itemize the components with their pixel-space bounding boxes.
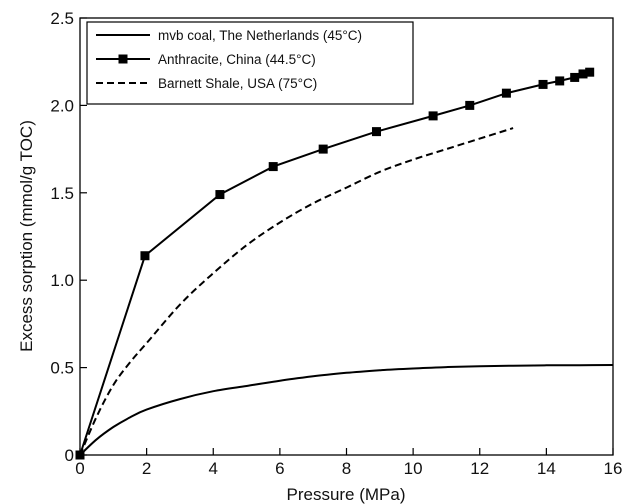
- legend-label: mvb coal, The Netherlands (45°C): [158, 28, 362, 43]
- data-point-marker: [215, 190, 225, 200]
- y-tick-label: 2.0: [50, 96, 74, 115]
- series-line-1: [79, 71, 590, 456]
- legend-label: Barnett Shale, USA (75°C): [158, 76, 317, 91]
- data-point-marker: [570, 72, 580, 82]
- y-axis-title: Excess sorption (mmol/g TOC): [17, 120, 36, 352]
- x-tick-label: 16: [604, 459, 623, 478]
- legend: mvb coal, The Netherlands (45°C) Anthraci…: [86, 21, 414, 105]
- x-tick-label: 8: [342, 459, 351, 478]
- x-axis: 0 2 4 6 8 10 12 14 16: [75, 448, 622, 478]
- x-tick-label: 12: [470, 459, 489, 478]
- x-tick-label: 0: [75, 459, 84, 478]
- y-tick-label: 0: [65, 446, 74, 465]
- data-point-marker: [555, 76, 565, 86]
- x-axis-title: Pressure (MPa): [286, 485, 405, 504]
- y-axis: 0 0.5 1.0 1.5 2.0 2.5: [50, 9, 87, 465]
- x-tick-label: 6: [275, 459, 284, 478]
- legend-marker: [118, 54, 128, 64]
- series-line-0: [79, 364, 614, 456]
- series-layer: [75, 67, 614, 460]
- x-tick-label: 2: [142, 459, 151, 478]
- data-point-marker: [318, 144, 328, 154]
- data-point-marker: [538, 79, 548, 89]
- data-point-marker: [140, 251, 150, 261]
- legend-label: Anthracite, China (44.5°C): [158, 52, 316, 67]
- data-point-marker: [585, 67, 595, 77]
- y-tick-label: 1.0: [50, 271, 74, 290]
- data-point-marker: [268, 162, 278, 172]
- x-tick-label: 10: [404, 459, 423, 478]
- x-tick-label: 4: [209, 459, 218, 478]
- data-point-marker: [428, 111, 438, 121]
- data-point-marker: [501, 88, 511, 98]
- data-point-marker: [578, 69, 588, 79]
- x-tick-label: 14: [537, 459, 556, 478]
- y-tick-label: 0.5: [50, 359, 74, 378]
- y-tick-label: 2.5: [50, 9, 74, 28]
- series-line-2: [79, 127, 514, 456]
- y-tick-label: 1.5: [50, 184, 74, 203]
- data-point-marker: [465, 100, 475, 110]
- data-point-marker: [371, 127, 381, 137]
